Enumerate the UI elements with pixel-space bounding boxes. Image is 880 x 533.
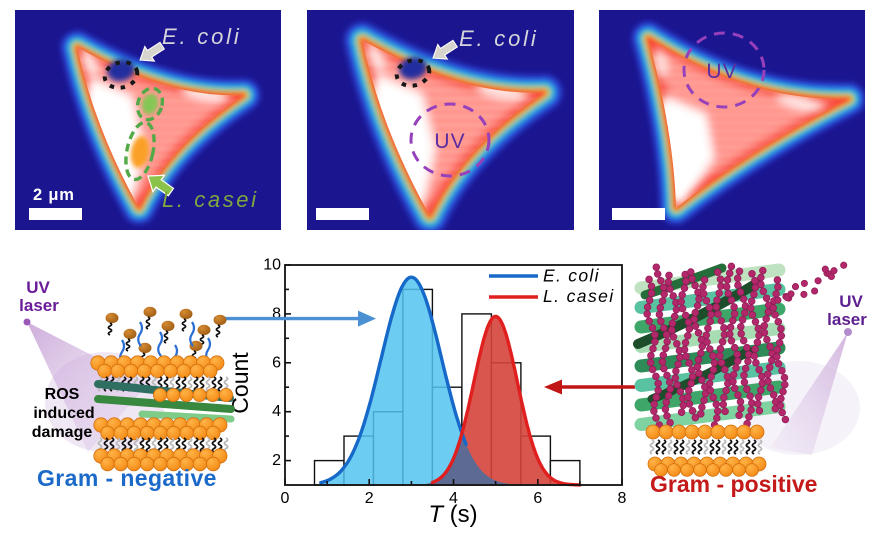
svg-text:E. coli: E. coli bbox=[162, 24, 242, 49]
svg-text:UV: UV bbox=[706, 60, 737, 83]
svg-text:6: 6 bbox=[533, 490, 542, 507]
svg-text:6: 6 bbox=[272, 354, 281, 371]
svg-text:Gram - positive: Gram - positive bbox=[650, 471, 817, 497]
svg-text:laser: laser bbox=[827, 310, 867, 329]
svg-text:2 μm: 2 μm bbox=[33, 186, 75, 204]
svg-text:Gram - negative: Gram - negative bbox=[37, 465, 217, 491]
svg-text:UV: UV bbox=[26, 278, 50, 297]
svg-text:UV: UV bbox=[839, 292, 863, 311]
svg-text:L. casei: L. casei bbox=[162, 187, 259, 212]
svg-text:0: 0 bbox=[281, 490, 290, 507]
svg-text:8: 8 bbox=[618, 490, 627, 507]
svg-text:UV: UV bbox=[434, 130, 465, 153]
svg-text:8: 8 bbox=[272, 305, 281, 322]
svg-text:induced: induced bbox=[33, 405, 94, 422]
svg-text:damage: damage bbox=[32, 424, 93, 441]
svg-text:ROS: ROS bbox=[45, 386, 80, 403]
svg-text:2: 2 bbox=[365, 490, 374, 507]
svg-text:Count: Count bbox=[227, 352, 253, 414]
svg-text:2: 2 bbox=[272, 452, 281, 469]
svg-text:T (s): T (s) bbox=[428, 501, 477, 528]
svg-text:4: 4 bbox=[449, 490, 458, 507]
svg-text:E. coli: E. coli bbox=[459, 26, 539, 51]
svg-text:L. casei: L. casei bbox=[543, 286, 615, 306]
svg-text:laser: laser bbox=[19, 296, 59, 315]
svg-text:10: 10 bbox=[263, 257, 281, 274]
svg-text:4: 4 bbox=[272, 403, 281, 420]
svg-text:E. coli: E. coli bbox=[543, 266, 600, 286]
